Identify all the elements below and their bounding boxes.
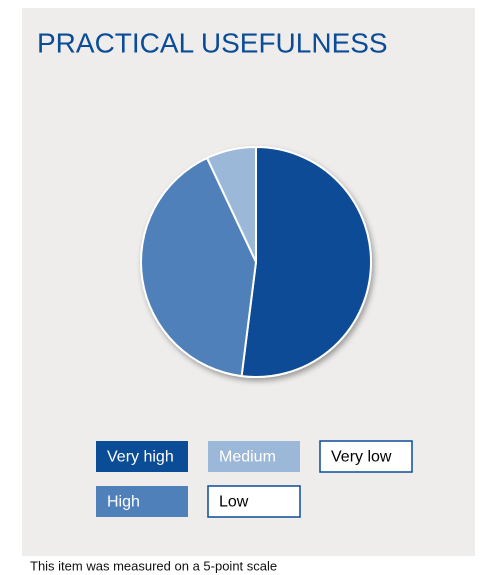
legend-label: Very high [107,449,174,466]
pie-slice [240,146,372,378]
legend: Very high High Medium Low Very low [96,440,413,518]
legend-label: High [107,494,140,511]
legend-label: Medium [219,449,276,466]
legend-swatch [319,440,413,473]
footnote: This item was measured on a 5-point scal… [30,558,277,573]
pie [140,146,372,378]
legend-swatch [96,441,188,472]
legend-label: Very low [331,449,392,466]
legend-swatch [208,441,300,472]
legend-swatch [207,485,301,518]
legend-label: Low [219,494,249,511]
legend-swatch [96,486,188,517]
pie-slice [140,156,257,378]
chart-title: PRACTICAL USEFULNESS [37,27,388,58]
